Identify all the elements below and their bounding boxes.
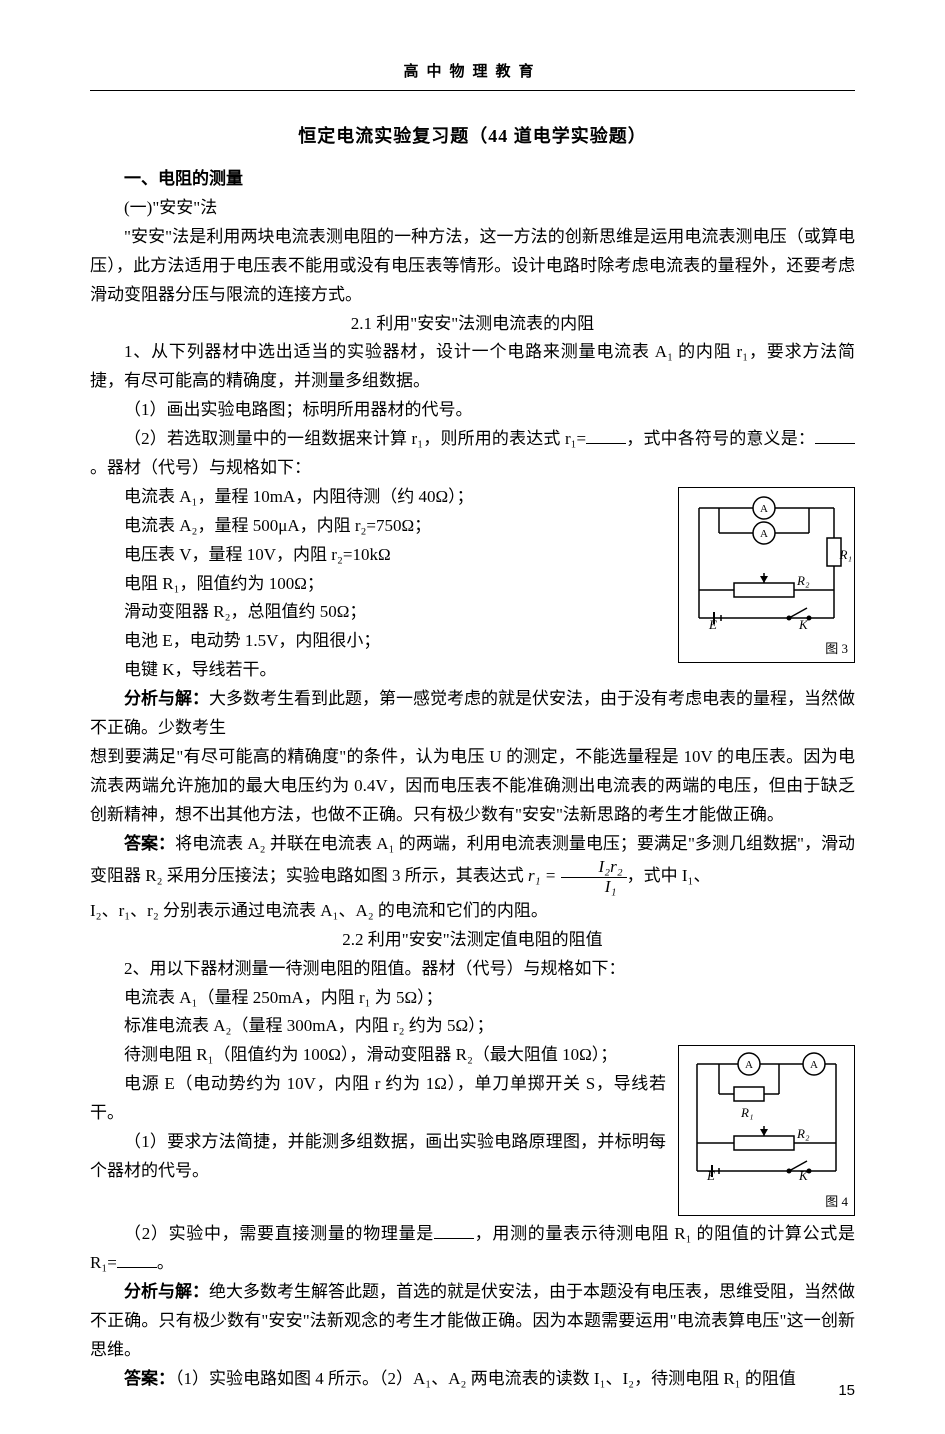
fig4-label-k: K: [799, 1165, 808, 1187]
answer-text-a: 将电流表 A₂ 并联在电流表 A₁ 的两端，利用电流表测量电压；要满足"多测几组…: [90, 834, 855, 886]
fig3-caption: 图 3: [679, 638, 854, 662]
figure-3: A A: [678, 487, 855, 663]
question-1-item-1: （1）画出实验电路图；标明所用器材的代号。: [90, 396, 855, 425]
subsection-1-1: (一)"安安"法: [90, 194, 855, 223]
fig3-label-e: E: [709, 614, 717, 636]
figure-4: A A: [678, 1045, 855, 1216]
fig4-label-r2: R₂: [797, 1123, 809, 1145]
document-page: 高中物理教育 恒定电流实验复习题（44 道电学实验题） 一、电阻的测量 (一)"…: [0, 0, 945, 1434]
formula-numerator: I₂r₂: [561, 858, 627, 878]
q1-item2-text-b: ，式中各符号的意义是：: [626, 429, 815, 448]
subhead-2-2: 2.2 利用"安安"法测定值电阻的阻值: [90, 926, 855, 955]
formula-lhs: r₁ =: [528, 867, 556, 886]
answer-2-text: （1）实验电路如图 4 所示。（2）A₁、A₂ 两电流表的读数 I₁、I₂，待测…: [175, 1369, 796, 1388]
document-content: 恒定电流实验复习题（44 道电学实验题） 一、电阻的测量 (一)"安安"法 "安…: [90, 121, 855, 1394]
answer-paragraph-1: 答案：将电流表 A₂ 并联在电流表 A₁ 的两端，利用电流表测量电压；要满足"多…: [90, 830, 855, 897]
fig3-label-r2: R₂: [797, 570, 809, 592]
fig3-label-k: K: [799, 614, 808, 636]
equip2-a1: 电流表 A₁（量程 250mA，内阻 r₁ 为 5Ω）；: [90, 984, 855, 1013]
svg-text:A: A: [810, 1059, 818, 1071]
svg-text:A: A: [760, 528, 768, 540]
analysis-text-b: 想到要满足"有尽可能高的精确度"的条件，认为电压 U 的测定，不能选量程是 10…: [90, 743, 855, 830]
q1-item2-text-a: （2）若选取测量中的一组数据来计算 r₁，则所用的表达式 r₁=: [124, 429, 586, 448]
intro-paragraph: "安安"法是利用两块电流表测电阻的一种方法，这一方法的创新思维是运用电流表测电压…: [90, 223, 855, 310]
fig4-label-r1: R₁: [741, 1102, 753, 1124]
blank-fill: [815, 426, 855, 444]
blank-fill: [586, 426, 626, 444]
fig4-caption: 图 4: [679, 1191, 854, 1215]
analysis-label-2: 分析与解：: [124, 1282, 209, 1301]
section-1-title: 一、电阻的测量: [90, 165, 855, 194]
question-2: 2、用以下器材测量一待测电阻的阻值。器材（代号）与规格如下：: [90, 955, 855, 984]
question-2-item-2: （2）实验中，需要直接测量的物理量是，用测的量表示待测电阻 R₁ 的阻值的计算公…: [90, 1220, 855, 1278]
blank-fill: [434, 1221, 474, 1239]
question-1: 1、从下列器材中选出适当的实验器材，设计一个电路来测量电流表 A₁ 的内阻 r₁…: [90, 338, 855, 396]
q2-item2-text-c: 。: [157, 1253, 174, 1272]
formula-denominator: I₁: [561, 878, 627, 897]
fig4-label-e: E: [707, 1165, 715, 1187]
equip2-a2: 标准电流表 A₂（量程 300mA，内阻 r₂ 约为 5Ω）；: [90, 1012, 855, 1041]
svg-text:A: A: [745, 1059, 753, 1071]
subhead-2-1: 2.1 利用"安安"法测电流表的内阻: [90, 310, 855, 339]
page-header: 高中物理教育: [90, 60, 855, 91]
question-1-item-2: （2）若选取测量中的一组数据来计算 r₁，则所用的表达式 r₁= ，式中各符号的意…: [90, 425, 855, 483]
answer-text-b: ，式中 I₁、: [627, 867, 711, 886]
answer-text-c: I₂、r₁、r₂ 分别表示通过电流表 A₁、A₂ 的电流和它们的内阻。: [90, 897, 855, 926]
svg-text:A: A: [760, 503, 768, 515]
document-title: 恒定电流实验复习题（44 道电学实验题）: [90, 121, 855, 152]
circuit-diagram-4: A A: [679, 1046, 854, 1191]
header-text: 高中物理教育: [403, 64, 541, 80]
blank-fill: [117, 1250, 157, 1268]
analysis-2: 分析与解：绝大多数考生解答此题，首选的就是伏安法，由于本题没有电压表，思维受阻，…: [90, 1278, 855, 1365]
analysis-paragraph-1: 分析与解：大多数考生看到此题，第一感觉考虑的就是伏安法，由于没有考虑电表的量程，…: [90, 685, 855, 743]
q1-item2-text-c: 。器材（代号）与规格如下：: [90, 458, 311, 477]
formula-fraction: I₂r₂ I₁: [561, 858, 627, 896]
fig3-label-r1: R₁: [840, 544, 852, 566]
circuit-diagram-3: A A: [679, 488, 854, 638]
page-number: 15: [838, 1378, 855, 1404]
analysis-label: 分析与解：: [124, 689, 209, 708]
q2-item2-text-a: （2）实验中，需要直接测量的物理量是: [124, 1224, 434, 1243]
answer-label: 答案：: [124, 834, 175, 853]
answer-2: 答案：（1）实验电路如图 4 所示。（2）A₁、A₂ 两电流表的读数 I₁、I₂…: [90, 1365, 855, 1394]
answer-label-2: 答案：: [124, 1369, 175, 1388]
